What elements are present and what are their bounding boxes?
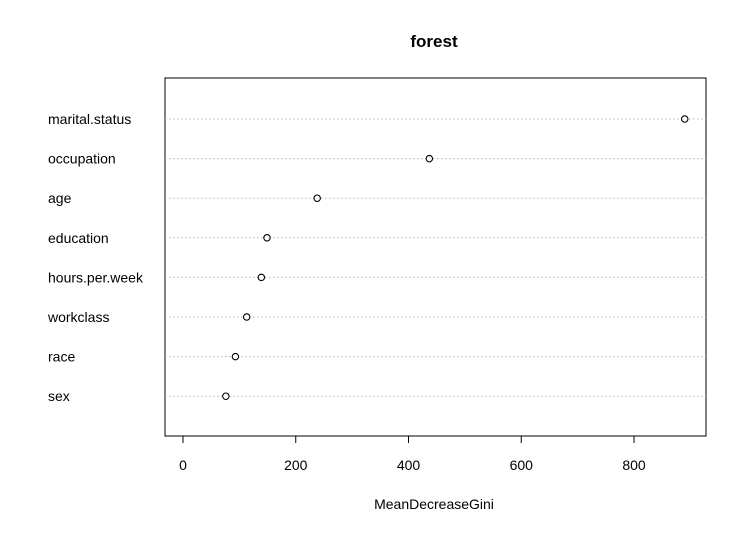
category-label: sex — [48, 388, 70, 404]
category-label: workclass — [47, 309, 109, 325]
data-point — [425, 154, 434, 163]
data-point — [263, 234, 271, 242]
category-label: hours.per.week — [48, 269, 144, 285]
data-point — [231, 352, 240, 361]
category-label: race — [48, 349, 75, 365]
data-point — [222, 392, 230, 400]
x-tick-label: 400 — [397, 457, 421, 473]
category-label: age — [48, 190, 72, 206]
category-label: education — [48, 230, 109, 246]
grid-lines — [165, 118, 706, 397]
category-labels: marital.status occupation age education hour… — [47, 111, 144, 404]
x-tick-label: 600 — [510, 457, 534, 473]
data-point — [242, 313, 251, 321]
x-tick-label: 800 — [622, 457, 646, 473]
x-axis: 0 200 400 600 800 — [179, 435, 646, 473]
data-points — [222, 115, 689, 400]
x-tick-label: 200 — [284, 457, 308, 473]
category-label: occupation — [48, 151, 116, 167]
data-point — [313, 194, 321, 202]
data-point — [680, 115, 689, 123]
x-tick-label: 0 — [179, 457, 187, 473]
data-point — [257, 273, 266, 282]
category-label: marital.status — [48, 111, 131, 127]
chart-title: forest — [410, 32, 458, 51]
plot-frame — [164, 77, 707, 437]
x-axis-label: MeanDecreaseGini — [374, 496, 494, 512]
